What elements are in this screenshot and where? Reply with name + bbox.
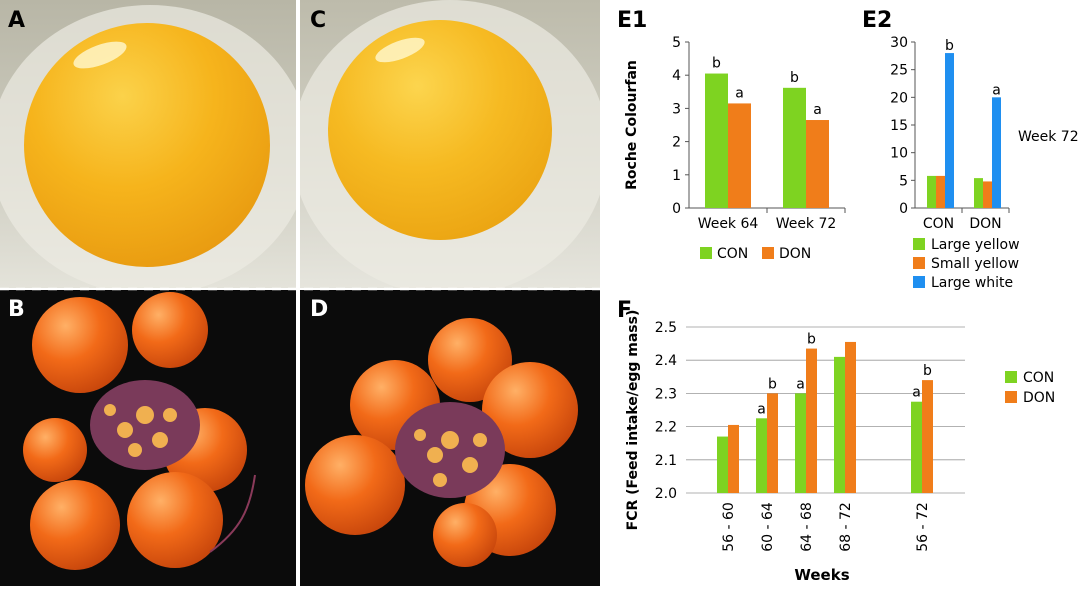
f-bar-label: b <box>807 332 816 348</box>
photo-panel-b <box>0 290 296 586</box>
e1-bar <box>806 120 829 208</box>
e1-y-tick-label: 4 <box>672 68 681 84</box>
egg-yolk-con-image <box>0 0 310 295</box>
f-legend-swatch <box>1005 391 1017 403</box>
f-bar <box>922 380 933 493</box>
panel-label-b: B <box>8 297 25 322</box>
e1-y-tick-label: 3 <box>672 101 681 117</box>
e2-bar <box>936 175 945 208</box>
f-bar-label: a <box>796 376 805 392</box>
e1-y-tick-label: 0 <box>672 201 681 217</box>
e2-bar <box>992 97 1001 208</box>
panel-label-e1: E1 <box>617 8 648 33</box>
e1-y-axis-title: Roche Colourfan <box>624 60 640 190</box>
e1-bar <box>783 87 806 208</box>
e2-bar <box>974 178 983 208</box>
f-y-tick-label: 2.1 <box>655 453 677 469</box>
f-y-tick-label: 2.5 <box>655 320 677 336</box>
e1-legend-swatch <box>762 247 774 259</box>
e2-y-tick-label: 0 <box>899 201 908 217</box>
f-legend-label: DON <box>1023 390 1055 406</box>
ovary-con-image <box>23 292 256 570</box>
e1-y-tick-label: 1 <box>672 168 681 184</box>
photo-panel-d <box>300 290 600 586</box>
f-x-tick-label: 64 - 68 <box>799 502 815 552</box>
e2-legend-label: Large yellow <box>931 237 1020 253</box>
ovary-don-image <box>305 318 578 567</box>
f-bar <box>767 393 778 493</box>
panel-label-a: A <box>8 8 26 33</box>
e2-x-tick-label: CON <box>923 216 954 232</box>
e1-x-tick-label: Week 64 <box>698 216 759 232</box>
f-bar-label: a <box>757 401 766 417</box>
f-x-tick-label: 56 - 72 <box>915 502 931 552</box>
e2-y-tick-label: 30 <box>890 35 908 51</box>
f-bar-label: b <box>768 376 777 392</box>
e2-bar <box>927 175 936 208</box>
e2-legend-swatch <box>913 257 925 269</box>
f-bar <box>717 436 728 493</box>
e1-bar-label: b <box>712 56 721 72</box>
panel-label-d: D <box>310 297 329 322</box>
f-bar <box>806 348 817 493</box>
f-bar-label: b <box>923 363 932 379</box>
e1-bar <box>705 73 728 208</box>
panel-label-f: F <box>617 298 633 323</box>
f-bar <box>795 393 806 493</box>
photo-panel-c <box>292 0 608 296</box>
f-y-axis-title: FCR (Feed intake/egg mass) <box>625 310 641 531</box>
f-bar <box>756 418 767 493</box>
e2-legend-label: Small yellow <box>931 256 1019 272</box>
photo-panel-a <box>0 0 310 295</box>
e1-legend-label: CON <box>717 246 748 262</box>
f-x-tick-label: 56 - 60 <box>721 502 737 552</box>
photo-separators <box>0 0 600 586</box>
e2-y-tick-label: 10 <box>890 146 908 162</box>
f-bar-label: a <box>912 385 921 401</box>
e2-bar-label: a <box>992 82 1001 98</box>
e2-legend-swatch <box>913 238 925 250</box>
e2-legend-label: Large white <box>931 275 1013 291</box>
f-y-tick-label: 2.2 <box>655 420 677 436</box>
e2-legend-swatch <box>913 276 925 288</box>
e1-y-tick-label: 5 <box>672 35 681 51</box>
e1-legend-label: DON <box>779 246 811 262</box>
e2-bar <box>945 53 954 208</box>
panel-label-c: C <box>310 8 327 33</box>
f-y-tick-label: 2.4 <box>655 353 677 369</box>
f-x-tick-label: 68 - 72 <box>838 502 854 552</box>
f-bar <box>834 356 845 493</box>
f-y-tick-label: 2.3 <box>655 386 677 402</box>
e2-y-tick-label: 25 <box>890 63 908 79</box>
f-legend-swatch <box>1005 371 1017 383</box>
e1-bar-label: b <box>790 70 799 86</box>
f-y-tick-label: 2.0 <box>655 486 677 502</box>
e2-y-tick-label: 15 <box>890 118 908 134</box>
e2-bar <box>983 181 992 208</box>
f-bar <box>911 401 922 493</box>
e2-bar-label: b <box>945 38 954 54</box>
f-bar <box>845 341 856 493</box>
e1-bar-label: a <box>813 102 822 118</box>
e2-annotation-week72: Week 72 <box>1018 129 1079 145</box>
f-x-tick-label: 60 - 64 <box>760 502 776 552</box>
e1-bar-label: a <box>735 85 744 101</box>
e2-y-tick-label: 20 <box>890 90 908 106</box>
f-bar <box>728 424 739 493</box>
f-x-axis-title: Weeks <box>794 566 849 584</box>
e1-y-tick-label: 2 <box>672 135 681 151</box>
e2-x-tick-label: DON <box>969 216 1001 232</box>
f-legend-label: CON <box>1023 370 1054 386</box>
egg-yolk-don-image <box>292 0 608 296</box>
e1-bar <box>728 103 751 208</box>
e1-legend-swatch <box>700 247 712 259</box>
e1-x-tick-label: Week 72 <box>776 216 837 232</box>
e2-y-tick-label: 5 <box>899 173 908 189</box>
panel-label-e2: E2 <box>862 8 893 33</box>
